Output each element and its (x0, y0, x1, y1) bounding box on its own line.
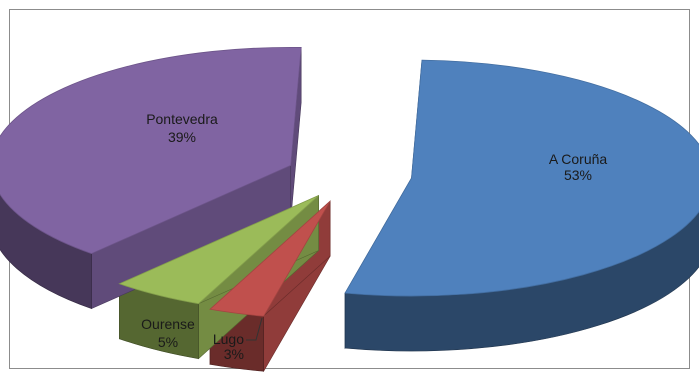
slice-label-a-coru-a: A Coruña (549, 151, 608, 167)
leader-lines (246, 317, 263, 341)
slice-label-lugo: Lugo (213, 331, 244, 347)
slice-percent-pontevedra: 39% (168, 129, 196, 145)
slice-label-pontevedra: Pontevedra (146, 111, 218, 127)
leader-line-lugo (246, 317, 263, 341)
slice-lugo (209, 200, 331, 317)
slice-percent-ourense: 5% (158, 334, 178, 350)
slice-label-ourense: Ourense (141, 316, 195, 332)
pie-tops (0, 46, 699, 317)
slice-percent-a-coru-a: 53% (564, 167, 592, 183)
slice-a-coru-a (344, 59, 699, 297)
slice-pontevedra (0, 46, 302, 255)
slice-ourense (118, 195, 319, 305)
slice-percent-lugo: 3% (224, 346, 244, 362)
